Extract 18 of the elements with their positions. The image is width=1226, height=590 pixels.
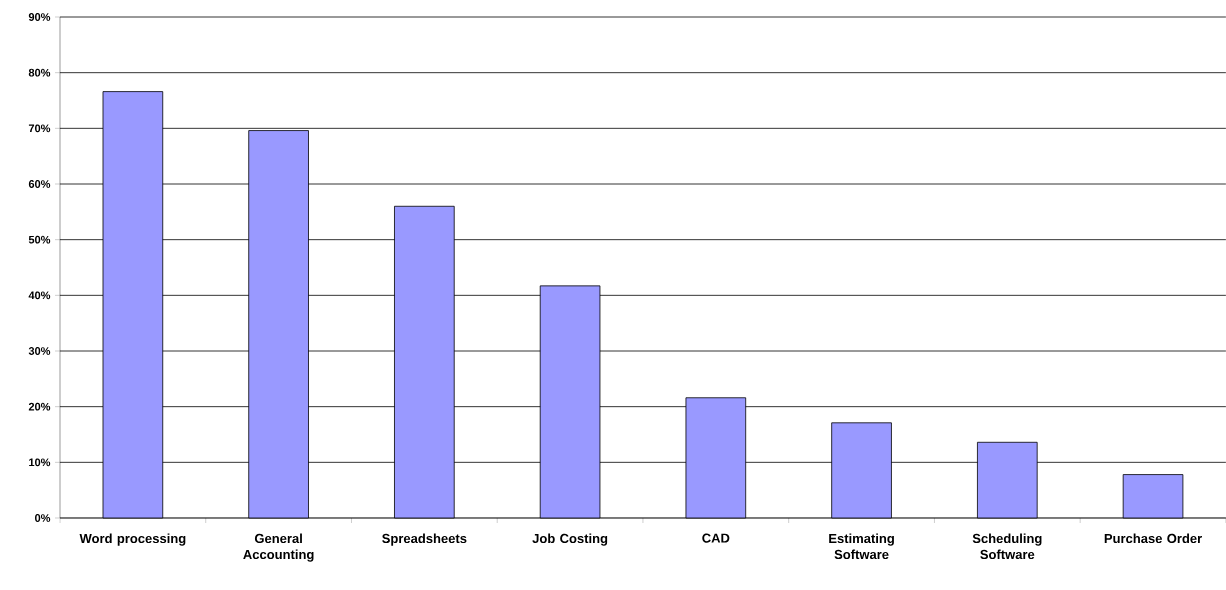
y-tick-label: 60% [28, 180, 51, 188]
y-tick-label: 80% [28, 68, 51, 77]
y-tick-label: 20% [28, 402, 51, 411]
y-tick-label: 40% [28, 291, 51, 300]
x-tick-label: Spreadsheets [382, 533, 467, 546]
x-tick-label: Job Costing [532, 533, 608, 546]
x-tick-label: Word processing [79, 533, 186, 546]
y-tick-label: 0% [35, 514, 51, 522]
x-tick-label: Estimating Software [829, 533, 894, 560]
x-tick-label: Scheduling Software [972, 533, 1042, 560]
y-tick-label: 50% [28, 235, 51, 244]
y-tick-label: 10% [29, 458, 51, 467]
x-tick-label: Purchase Order [1104, 533, 1202, 544]
x-tick-label: CAD [702, 533, 730, 543]
x-tick-label: General Accounting [243, 533, 314, 562]
y-tick-label: 90% [28, 13, 51, 21]
y-tick-label: 30% [28, 347, 51, 355]
y-tick-label: 70% [28, 124, 51, 133]
